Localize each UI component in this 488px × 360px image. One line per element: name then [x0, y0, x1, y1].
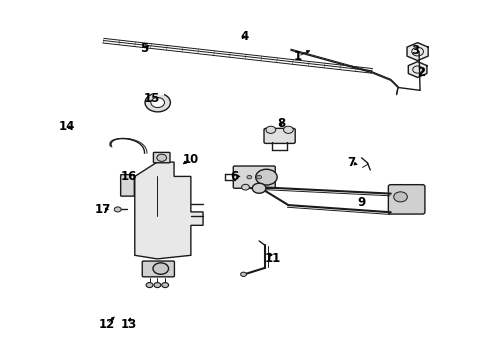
- Circle shape: [256, 175, 261, 179]
- Text: 1: 1: [293, 50, 302, 63]
- Text: 7: 7: [347, 156, 355, 169]
- FancyBboxPatch shape: [264, 129, 295, 143]
- Text: 14: 14: [58, 120, 75, 133]
- Circle shape: [145, 93, 170, 112]
- Circle shape: [246, 175, 251, 179]
- Text: 4: 4: [240, 30, 248, 43]
- Circle shape: [153, 99, 162, 106]
- Text: 17: 17: [95, 203, 111, 216]
- Circle shape: [252, 183, 265, 193]
- Circle shape: [146, 283, 153, 288]
- FancyBboxPatch shape: [142, 261, 174, 277]
- Circle shape: [393, 192, 407, 202]
- Text: 15: 15: [143, 92, 160, 105]
- Circle shape: [265, 126, 275, 134]
- Polygon shape: [407, 62, 426, 77]
- Circle shape: [255, 169, 277, 185]
- Circle shape: [240, 272, 246, 276]
- Circle shape: [162, 283, 168, 288]
- Text: 12: 12: [99, 318, 115, 331]
- Text: 3: 3: [410, 44, 418, 57]
- Circle shape: [151, 98, 164, 108]
- FancyBboxPatch shape: [121, 175, 134, 196]
- Circle shape: [241, 184, 249, 190]
- FancyBboxPatch shape: [233, 166, 275, 188]
- Text: 9: 9: [357, 196, 365, 209]
- Polygon shape: [406, 42, 427, 60]
- Circle shape: [153, 263, 168, 274]
- FancyBboxPatch shape: [153, 152, 170, 163]
- Circle shape: [283, 126, 293, 134]
- FancyBboxPatch shape: [387, 185, 424, 214]
- Circle shape: [157, 154, 166, 161]
- Circle shape: [154, 283, 161, 288]
- Text: 11: 11: [264, 252, 280, 265]
- Text: 10: 10: [183, 153, 199, 166]
- Text: 16: 16: [120, 170, 136, 183]
- Text: 2: 2: [416, 66, 424, 79]
- Text: 6: 6: [230, 170, 238, 183]
- Polygon shape: [135, 162, 203, 259]
- Text: 13: 13: [120, 318, 136, 331]
- Text: 8: 8: [276, 117, 285, 130]
- Circle shape: [114, 207, 121, 212]
- Text: 5: 5: [140, 41, 148, 54]
